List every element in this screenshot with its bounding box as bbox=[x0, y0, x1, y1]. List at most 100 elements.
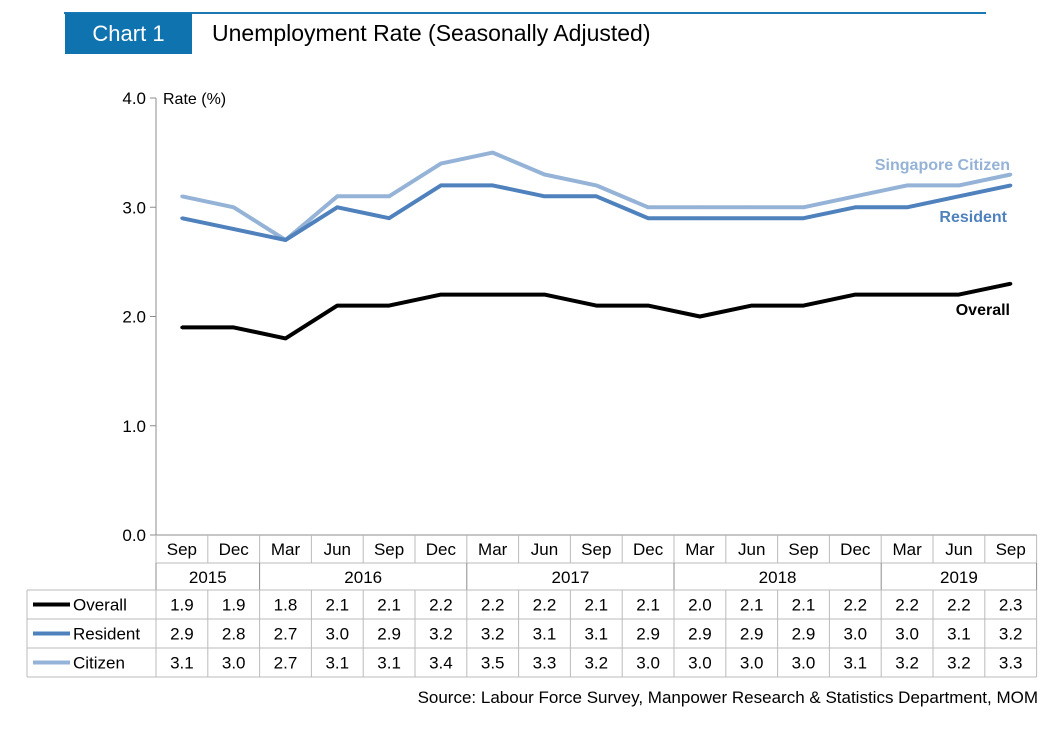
year-label: 2016 bbox=[344, 568, 382, 587]
data-point-overall bbox=[491, 293, 495, 297]
table-cell-citizen: 3.0 bbox=[636, 654, 660, 673]
x-tick-label: Jun bbox=[738, 540, 765, 559]
x-tick-label: Sep bbox=[374, 540, 404, 559]
data-point-citizen bbox=[801, 205, 806, 209]
data-point-citizen bbox=[594, 183, 598, 187]
data-point-overall bbox=[283, 336, 288, 340]
table-cell-overall: 2.2 bbox=[481, 596, 505, 615]
data-point-overall bbox=[335, 303, 339, 308]
data-point-citizen bbox=[180, 194, 184, 198]
series-line-overall bbox=[181, 281, 1012, 341]
y-tick-label: 0.0 bbox=[122, 526, 146, 545]
table-cell-overall: 2.1 bbox=[792, 596, 816, 615]
x-tick-label: Dec bbox=[426, 540, 457, 559]
x-tick-label: Jun bbox=[945, 540, 972, 559]
data-point-citizen bbox=[439, 161, 443, 166]
table-cell-citizen: 3.1 bbox=[170, 654, 194, 673]
data-point-overall bbox=[542, 293, 547, 297]
y-tick-label: 1.0 bbox=[122, 417, 146, 436]
table-cell-overall: 2.1 bbox=[325, 596, 349, 615]
data-point-resident bbox=[283, 238, 288, 242]
data-point-overall bbox=[801, 303, 806, 308]
table-cell-overall: 2.1 bbox=[584, 596, 608, 615]
legend-label-overall: Overall bbox=[73, 596, 127, 615]
series-line-resident bbox=[181, 183, 1012, 242]
data-point-resident bbox=[232, 227, 236, 231]
x-tick-label: Dec bbox=[219, 540, 250, 559]
table-cell-citizen: 3.3 bbox=[533, 654, 557, 673]
table-cell-overall: 2.2 bbox=[429, 596, 453, 615]
x-tick-label: Dec bbox=[840, 540, 871, 559]
chart-title: Unemployment Rate (Seasonally Adjusted) bbox=[212, 20, 651, 46]
data-point-overall bbox=[387, 303, 391, 308]
data-point-overall bbox=[905, 293, 909, 297]
table-cell-citizen: 3.0 bbox=[222, 654, 246, 673]
data-point-resident bbox=[698, 216, 702, 220]
data-point-resident bbox=[180, 216, 184, 220]
x-tick-label: Mar bbox=[892, 540, 922, 559]
table-cell-resident: 3.0 bbox=[843, 625, 867, 644]
table-cell-resident: 2.9 bbox=[170, 625, 194, 644]
x-tick-label: Mar bbox=[685, 540, 715, 559]
table-cell-overall: 1.8 bbox=[274, 596, 298, 615]
table-cell-overall: 2.2 bbox=[843, 596, 867, 615]
data-point-resident bbox=[905, 205, 909, 209]
header-rule bbox=[64, 12, 986, 14]
table-cell-resident: 2.8 bbox=[222, 625, 246, 644]
year-label: 2019 bbox=[940, 568, 978, 587]
table-cell-resident: 2.9 bbox=[740, 625, 764, 644]
x-tick-label: Mar bbox=[271, 540, 301, 559]
table-cell-resident: 3.0 bbox=[895, 625, 919, 644]
table-cell-overall: 2.2 bbox=[947, 596, 971, 615]
data-point-citizen bbox=[1009, 172, 1013, 177]
data-point-overall bbox=[232, 325, 236, 330]
table-cell-resident: 2.9 bbox=[636, 625, 660, 644]
data-point-citizen bbox=[698, 205, 702, 209]
data-point-resident bbox=[439, 183, 443, 187]
table-cell-overall: 2.3 bbox=[999, 596, 1023, 615]
line-chart: 0.0 1.0 2.0 3.0 4.0 Rate (%) Sep Dec Mar Jun Sep De… bbox=[26, 89, 1038, 678]
chart-number-badge: Chart 1 bbox=[65, 13, 192, 54]
table-cell-citizen: 3.0 bbox=[688, 654, 712, 673]
table-cell-resident: 3.2 bbox=[481, 625, 505, 644]
table-cell-overall: 2.2 bbox=[533, 596, 557, 615]
table-cell-resident: 2.9 bbox=[688, 625, 712, 644]
year-label: 2018 bbox=[759, 568, 797, 587]
data-point-resident bbox=[387, 216, 391, 220]
data-point-overall bbox=[594, 303, 598, 308]
table-cell-citizen: 3.0 bbox=[792, 654, 816, 673]
data-point-resident bbox=[646, 216, 650, 220]
table-cell-resident: 3.1 bbox=[947, 625, 971, 644]
table-cell-citizen: 3.2 bbox=[584, 654, 608, 673]
table-cell-overall: 2.1 bbox=[377, 596, 401, 615]
x-tick-label: Mar bbox=[478, 540, 508, 559]
data-point-resident bbox=[335, 205, 339, 209]
year-label: 2015 bbox=[189, 568, 227, 587]
data-point-resident bbox=[750, 216, 754, 220]
data-point-citizen bbox=[905, 183, 909, 187]
legend-label-citizen: Citizen bbox=[73, 654, 125, 673]
table-cell-resident: 3.1 bbox=[533, 625, 557, 644]
x-tick-label: Sep bbox=[788, 540, 818, 559]
data-point-resident bbox=[1009, 183, 1013, 187]
x-tick-label: Jun bbox=[531, 540, 558, 559]
y-tick-label: 2.0 bbox=[122, 308, 146, 327]
data-point-resident bbox=[853, 205, 857, 209]
x-tick-label: Sep bbox=[167, 540, 197, 559]
data-point-resident bbox=[957, 194, 961, 198]
data-point-overall bbox=[698, 314, 702, 319]
series-label-overall: Overall bbox=[956, 302, 1010, 319]
table-cell-overall: 2.1 bbox=[636, 596, 660, 615]
y-tick-label: 3.0 bbox=[122, 198, 146, 217]
data-point-overall bbox=[853, 293, 857, 297]
table-cell-citizen: 3.5 bbox=[481, 654, 505, 673]
data-point-citizen bbox=[387, 194, 391, 198]
series-label-citizen: Singapore Citizen bbox=[875, 157, 1010, 174]
table-cell-resident: 3.0 bbox=[325, 625, 349, 644]
table-cell-citizen: 3.2 bbox=[895, 654, 919, 673]
table-cell-citizen: 3.4 bbox=[429, 654, 453, 673]
x-tick-label: Sep bbox=[581, 540, 611, 559]
y-tick-label: 4.0 bbox=[122, 89, 146, 108]
y-axis-label: Rate (%) bbox=[163, 91, 226, 108]
table-cell-resident: 3.2 bbox=[429, 625, 453, 644]
